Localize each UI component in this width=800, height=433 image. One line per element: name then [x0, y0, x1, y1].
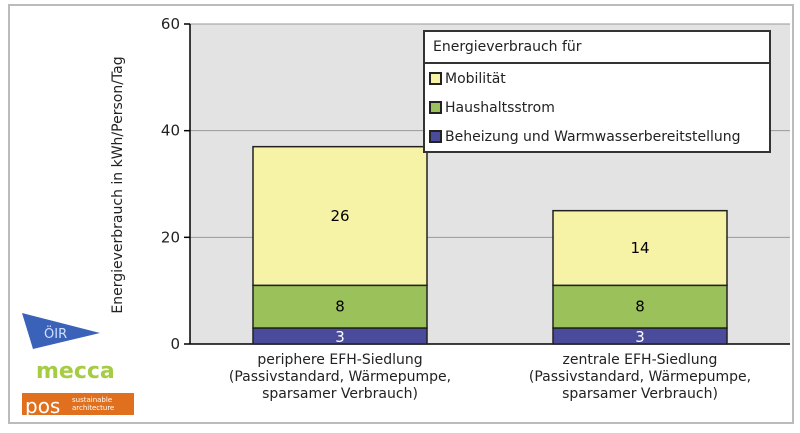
pos-logo-text: pos	[25, 394, 60, 418]
data-label: 3	[635, 328, 645, 346]
legend-swatch	[429, 130, 442, 143]
legend-item: Mobilität	[425, 64, 769, 93]
mecca-logo: mecca	[36, 359, 115, 384]
x-category-label: periphere EFH-Siedlung (Passivstandard, W…	[190, 352, 490, 403]
legend-swatch	[429, 72, 442, 85]
x-category-label-line: (Passivstandard, Wärmepumpe,	[528, 369, 752, 385]
legend-swatch	[429, 101, 442, 114]
x-category-label: zentrale EFH-Siedlung (Passivstandard, Wä…	[490, 352, 790, 403]
y-tick-label: 20	[161, 228, 180, 246]
pos-logo-subtext: architecture	[72, 404, 114, 412]
oir-logo	[22, 313, 100, 349]
pos-logo	[22, 393, 134, 415]
data-label: 26	[330, 207, 349, 225]
legend-item: Haushaltsstrom	[425, 93, 769, 122]
data-label: 8	[635, 298, 645, 316]
data-label: 3	[335, 328, 345, 346]
x-category-label-line: sparsamer Verbrauch)	[562, 386, 718, 402]
bar-segment	[552, 209, 728, 287]
y-tick-label: 40	[161, 122, 180, 140]
pos-logo-subtext: sustainable	[72, 396, 112, 404]
legend-label: Beheizung und Warmwasserbereitstellung	[445, 128, 741, 145]
chart-frame	[8, 4, 794, 424]
y-tick-label: 0	[170, 335, 180, 353]
x-category-label-line: zentrale EFH-Siedlung	[562, 352, 718, 368]
data-label: 8	[335, 298, 345, 316]
y-tick-label: 60	[161, 15, 180, 33]
oir-logo-text: ÖIR	[44, 325, 67, 342]
legend-label: Haushaltsstrom	[445, 99, 555, 116]
x-category-label-line: sparsamer Verbrauch)	[262, 386, 418, 402]
bar-segment	[252, 145, 428, 287]
legend-label: Mobilität	[445, 70, 506, 87]
data-label: 14	[630, 239, 649, 257]
x-category-label-line: periphere EFH-Siedlung	[257, 352, 423, 368]
legend: Energieverbrauch für Mobilität Haushaltss…	[423, 30, 771, 153]
bar-segment	[252, 284, 428, 329]
x-category-label-line: (Passivstandard, Wärmepumpe,	[228, 369, 452, 385]
bar-segment	[552, 284, 728, 329]
legend-item: Beheizung und Warmwasserbereitstellung	[425, 122, 769, 151]
legend-title: Energieverbrauch für	[425, 32, 769, 64]
